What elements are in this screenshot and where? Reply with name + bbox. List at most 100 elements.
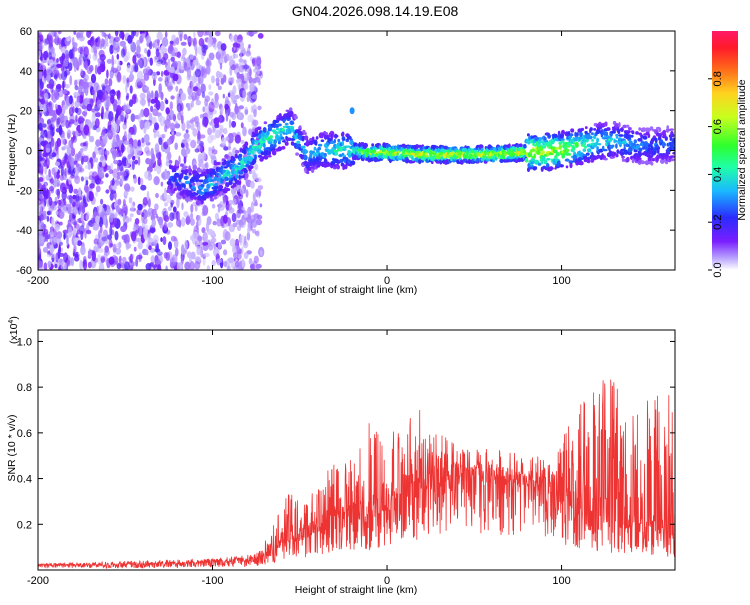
noise-cell	[170, 95, 175, 100]
ridge-cell	[662, 141, 665, 147]
noise-cell	[156, 130, 160, 138]
noise-cell	[226, 264, 231, 270]
noise-cell	[146, 50, 151, 58]
noise-cell	[125, 157, 131, 168]
noise-cell	[69, 183, 73, 189]
noise-cell	[191, 91, 198, 101]
noise-cell	[201, 91, 206, 98]
noise-cell	[239, 50, 243, 61]
noise-cell	[54, 223, 61, 232]
ridge-cell	[622, 124, 628, 129]
ridge-cell	[218, 173, 222, 178]
noise-cell	[59, 221, 63, 226]
noise-cell	[174, 142, 178, 150]
noise-cell	[190, 100, 194, 108]
ridge-cell	[277, 123, 282, 127]
noise-cell	[121, 31, 125, 41]
noise-cell	[193, 31, 196, 38]
ridge-cell	[650, 161, 654, 166]
noise-cell	[95, 36, 100, 48]
ridge-cell	[211, 186, 215, 190]
noise-cell	[169, 40, 174, 46]
ridge-cell	[168, 160, 173, 164]
noise-cell	[38, 114, 41, 125]
ridge-cell	[615, 134, 619, 139]
ridge-cell	[604, 121, 608, 127]
noise-cell	[85, 179, 89, 186]
noise-cell	[127, 34, 133, 44]
noise-cell	[196, 245, 201, 256]
noise-cell	[144, 86, 150, 91]
noise-cell	[190, 139, 197, 149]
ridge-cell	[190, 192, 194, 197]
noise-cell	[170, 122, 176, 133]
y-tick-label: 1.0	[17, 336, 32, 348]
noise-cell	[104, 245, 109, 253]
noise-cell	[38, 86, 41, 93]
noise-cell	[228, 138, 231, 149]
ridge-cell	[403, 146, 407, 149]
noise-cell	[165, 173, 171, 180]
ridge-cell	[216, 177, 220, 182]
noise-cell	[255, 189, 259, 196]
noise-cell	[90, 45, 97, 54]
noise-cell	[137, 203, 143, 211]
noise-cell	[77, 46, 84, 54]
ridge-cell	[248, 146, 253, 149]
ridge-cell	[530, 135, 534, 140]
noise-cell	[62, 104, 69, 110]
noise-cell	[257, 33, 264, 39]
noise-cell	[75, 130, 79, 137]
noise-cell	[181, 148, 187, 157]
noise-cell	[206, 265, 210, 270]
ridge-cell	[550, 158, 554, 163]
ridge-cell	[416, 148, 420, 152]
isolated-cell	[349, 107, 355, 115]
noise-cell	[231, 212, 237, 223]
ridge-cell	[341, 141, 344, 146]
noise-cell	[213, 100, 219, 109]
noise-cell	[85, 229, 92, 235]
noise-cell	[97, 254, 102, 264]
noise-cell	[76, 32, 81, 39]
noise-cell	[199, 158, 204, 164]
ridge-cell	[230, 178, 234, 182]
noise-cell	[141, 98, 146, 107]
noise-cell	[176, 261, 183, 270]
ridge-cell	[218, 184, 224, 190]
noise-cell	[222, 214, 228, 224]
noise-cell	[73, 31, 77, 36]
noise-cell	[191, 80, 194, 92]
noise-cell	[144, 48, 148, 54]
noise-cell	[39, 81, 44, 90]
ridge-cell	[363, 142, 368, 149]
noise-cell	[116, 71, 122, 82]
noise-cell	[243, 64, 250, 70]
ridge-cell	[233, 158, 236, 162]
ridge-cell	[254, 154, 257, 161]
ridge-cell	[569, 133, 574, 137]
noise-cell	[152, 41, 155, 49]
noise-cell	[122, 212, 126, 224]
ridge-cell	[494, 157, 498, 161]
noise-cell	[45, 132, 48, 139]
noise-cell	[80, 245, 86, 256]
ridge-cell	[584, 126, 588, 130]
noise-cell	[220, 107, 224, 112]
noise-cell	[97, 248, 104, 253]
noise-cell	[38, 122, 43, 131]
noise-cell	[100, 38, 105, 48]
ridge-cell	[334, 150, 338, 156]
noise-cell	[77, 85, 84, 92]
noise-cell	[68, 95, 73, 105]
noise-cell	[105, 35, 109, 47]
noise-cell	[232, 52, 236, 60]
noise-cell	[94, 145, 100, 155]
noise-cell	[218, 201, 225, 211]
ridge-cell	[672, 151, 675, 155]
noise-cell	[173, 80, 176, 85]
noise-cell	[169, 44, 174, 52]
noise-cell	[38, 220, 41, 231]
ridge-cell	[236, 179, 240, 185]
noise-cell	[255, 219, 263, 226]
